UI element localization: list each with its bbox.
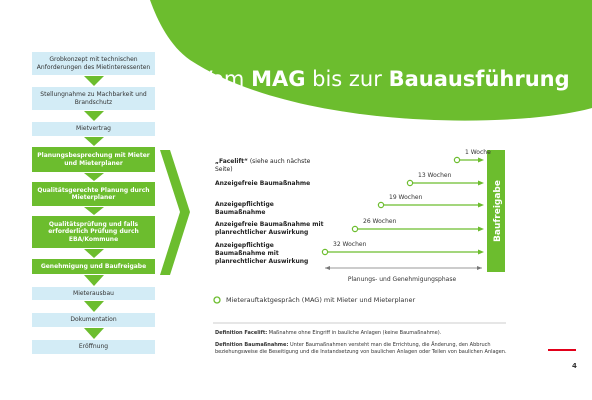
legend-marker bbox=[213, 296, 221, 304]
step-box: Planungsbesprechung mit Mieter und Miete… bbox=[32, 147, 155, 172]
step-box: Qualitätsprüfung und falls erforderlich … bbox=[32, 216, 155, 248]
text: Anzeigefreie Baumaßnahme mit planrechtli… bbox=[215, 221, 324, 236]
flow-arrow bbox=[84, 301, 104, 312]
start-marker bbox=[351, 225, 359, 233]
text: Unter Baumaßnahmen versteht man die Erri… bbox=[215, 342, 507, 355]
step-box: Grobkonzept mit technischen Anforderunge… bbox=[32, 52, 155, 75]
text: Definition Baumaßnahme: bbox=[215, 342, 289, 348]
step-box: Mietvertrag bbox=[32, 122, 155, 136]
text: Definition Facelift: bbox=[215, 330, 268, 336]
flow-arrow bbox=[84, 76, 104, 86]
arrow-head bbox=[478, 157, 484, 163]
legend-text: Mieterauftaktgespräch (MAG) mit Mieter u… bbox=[226, 296, 415, 304]
arrow-head bbox=[478, 249, 484, 255]
milestone-box bbox=[487, 150, 505, 272]
flow-arrow bbox=[84, 173, 104, 181]
flow-arrow bbox=[84, 137, 104, 146]
arrow-head bbox=[478, 202, 484, 208]
arrow-head bbox=[325, 266, 330, 270]
step-box: Genehmigung und Baufreigabe bbox=[32, 259, 155, 274]
chevron bbox=[160, 150, 190, 275]
text: Anzeigepflichtige Baumaßnahme mit planre… bbox=[215, 242, 309, 265]
duration-label: 26 Wochen bbox=[363, 218, 397, 225]
duration-label: 1 Woche bbox=[465, 149, 491, 156]
title: Vom MAG bis zur Bauausführung bbox=[198, 67, 569, 91]
flow-arrow bbox=[84, 207, 104, 215]
row-label: Anzeigepflichtige Baumaßnahme bbox=[215, 201, 325, 217]
step-box: Mieterausbau bbox=[32, 287, 155, 300]
step-box: Dokumentation bbox=[32, 313, 155, 327]
flow-arrow bbox=[84, 249, 104, 258]
row-label: Anzeigefreie Baumaßnahme mit planrechtli… bbox=[215, 221, 325, 237]
header-swoosh bbox=[150, 0, 592, 121]
duration-label: 13 Wochen bbox=[418, 172, 452, 179]
row-label: „Facelift“ (siehe auch nächste Seite) bbox=[215, 158, 325, 174]
text: „Facelift“ bbox=[215, 158, 248, 165]
start-marker bbox=[377, 201, 385, 209]
definition: Definition Baumaßnahme: Unter Baumaßnahm… bbox=[215, 342, 515, 356]
page-number: 4 bbox=[572, 362, 577, 370]
definition: Definition Facelift: Maßnahme ohne Eingr… bbox=[215, 330, 515, 337]
duration-label: 19 Wochen bbox=[389, 194, 423, 201]
step-box: Stellungnahme zu Machbarkeit und Brandsc… bbox=[32, 87, 155, 110]
start-marker bbox=[321, 248, 329, 256]
flow-arrow bbox=[84, 328, 104, 339]
row-label: Anzeigepflichtige Baumaßnahme mit planre… bbox=[215, 242, 325, 266]
text: (siehe auch nächste Seite) bbox=[215, 158, 311, 173]
text: Anzeigefreie Baumaßnahme bbox=[215, 180, 311, 187]
milestone-label: Baufreigabe bbox=[493, 180, 503, 242]
text: Anzeigepflichtige Baumaßnahme bbox=[215, 201, 274, 216]
flow-arrow bbox=[84, 275, 104, 286]
step-box: Qualitätsgerechte Planung durch Mieterpl… bbox=[32, 182, 155, 206]
step-box: Eröffnung bbox=[32, 340, 155, 354]
phase-label: Planungs- und Genehmigungsphase bbox=[348, 276, 457, 283]
arrow-head bbox=[478, 180, 484, 186]
arrow-head bbox=[478, 226, 484, 232]
start-marker bbox=[453, 156, 461, 164]
row-label: Anzeigefreie Baumaßnahme bbox=[215, 180, 325, 188]
flow-arrow bbox=[84, 111, 104, 121]
start-marker bbox=[406, 179, 414, 187]
arrow-head bbox=[477, 266, 482, 270]
duration-label: 32 Wochen bbox=[333, 241, 367, 248]
text: Maßnahme ohne Eingriff in bauliche Anlag… bbox=[267, 330, 442, 336]
